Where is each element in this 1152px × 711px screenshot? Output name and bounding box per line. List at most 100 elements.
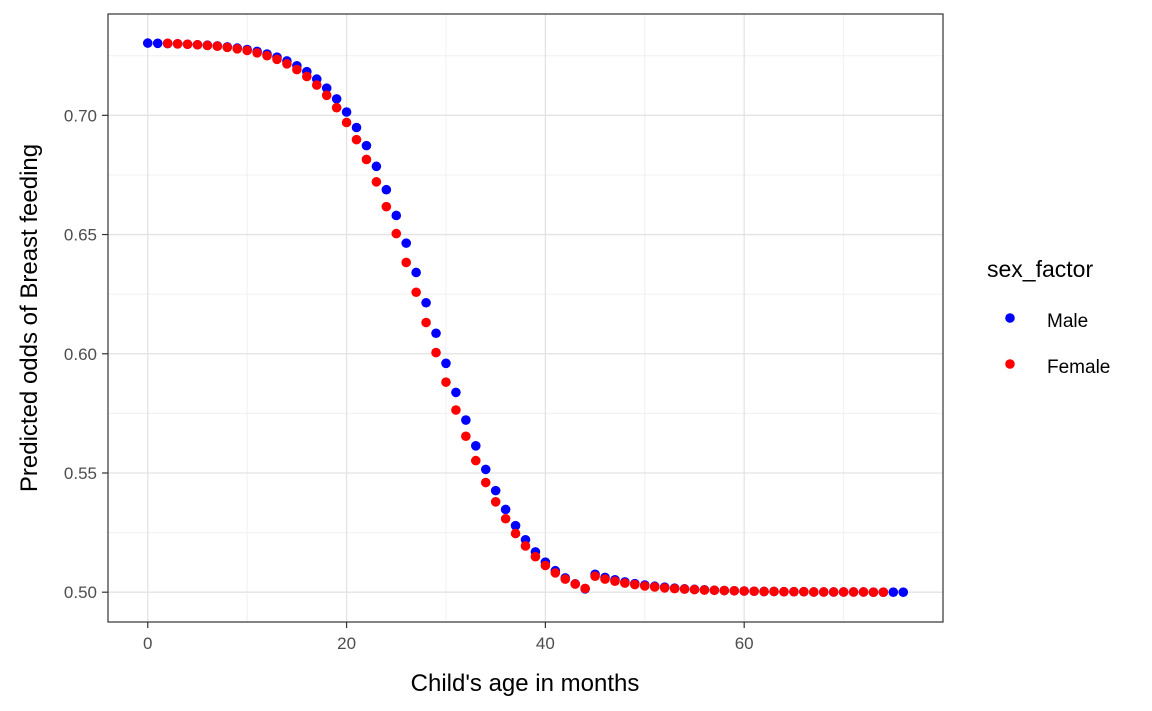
data-point-female [292,64,302,75]
data-point-female [560,574,571,584]
data-point-female [630,579,640,590]
data-point-male [510,520,521,531]
data-point-female [719,585,730,596]
data-point-male [470,440,481,451]
data-point-female [302,71,312,82]
legend-label-female: Female [1047,357,1110,378]
data-point-female [878,587,889,597]
data-point-female [431,347,441,358]
data-point-female [679,584,690,594]
data-point-female [192,39,203,50]
series-female-points [162,38,889,597]
data-point-female [411,287,421,298]
x-tick-label: 20 [337,634,356,653]
data-point-male [411,267,421,278]
data-point-female [282,59,292,69]
data-point-female [331,102,342,113]
data-point-male [451,387,461,398]
data-point-female [182,39,193,50]
data-point-male [321,83,332,93]
data-point-female [401,257,412,268]
data-point-female [759,586,769,597]
data-point-female [421,317,431,328]
data-point-male [421,297,431,308]
data-point-male [391,210,402,221]
data-point-female [441,377,451,387]
data-point-female [799,586,809,597]
y-axis-title: Predicted odds of Breast feeding [16,144,43,492]
data-point-male [371,161,382,172]
data-point-female [540,560,551,571]
data-point-male [441,358,451,369]
legend-label-male: Male [1047,311,1088,332]
x-tick-label: 60 [735,634,754,653]
data-point-female [550,568,561,578]
data-point-male [152,38,163,49]
y-tick-label: 0.65 [64,226,97,245]
data-point-female [510,528,521,539]
data-point-female [659,583,670,593]
data-point-female [242,45,252,56]
y-tick-label: 0.50 [64,583,97,602]
data-point-male [351,122,362,133]
data-point-female [709,585,720,596]
data-point-female [321,90,332,101]
data-point-male [331,94,342,104]
data-point-female [848,587,859,597]
data-point-female [610,576,620,587]
data-point-male [361,140,372,151]
plot-panel-border [107,13,944,623]
data-point-female [520,541,531,551]
data-point-female [262,50,272,61]
x-tick-label: 40 [536,634,555,653]
data-point-female [451,405,461,415]
y-tick-label: 0.60 [64,345,97,364]
data-point-female [868,587,879,597]
data-point-female [590,571,600,582]
legend-title: sex_factor [987,256,1093,282]
data-point-male [500,504,511,515]
data-point-female [311,80,322,90]
data-point-male [381,184,392,195]
data-point-female [351,134,362,145]
data-point-female [669,583,680,594]
data-point-female [222,42,233,53]
data-point-female [729,585,740,596]
data-point-male [898,587,909,597]
data-point-female [202,40,213,51]
data-point-female [779,586,789,597]
data-point-female [769,586,779,597]
data-point-female [500,513,511,524]
data-point-female [172,39,183,49]
x-tick-label: 0 [143,634,152,653]
x-axis-ticks: 0 20 40 60 [143,622,754,653]
legend-key-female [1005,359,1015,369]
data-point-female [371,177,382,187]
data-point-female [739,586,749,596]
data-point-female [381,201,392,212]
data-point-female [699,585,710,595]
data-point-female [490,497,501,507]
data-point-female [272,54,282,65]
data-point-female [580,583,590,594]
x-axis-title: Child's age in months [411,670,640,697]
data-point-male [431,328,441,339]
data-point-female [828,587,839,597]
y-axis-ticks: 0.50 0.55 0.60 0.65 0.70 [64,106,108,602]
y-tick-label: 0.70 [64,106,97,125]
legend: sex_factor Male Female [987,256,1110,378]
data-point-female [749,586,759,597]
data-point-female [391,228,402,239]
data-point-male [461,415,471,425]
data-point-female [530,551,541,562]
data-point-female [232,44,243,54]
data-point-male [401,238,412,248]
data-point-female [858,587,869,597]
data-point-female [361,154,372,165]
data-point-female [789,586,799,597]
data-point-female [808,587,819,597]
data-point-female [480,477,491,488]
data-point-male [480,464,491,475]
